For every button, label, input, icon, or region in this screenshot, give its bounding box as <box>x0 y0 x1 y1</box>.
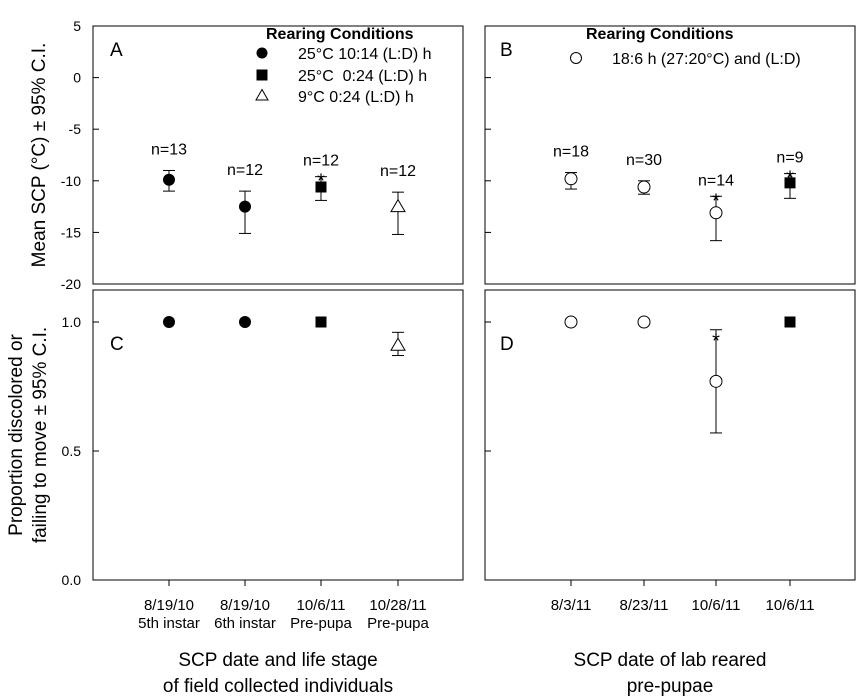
data-point-triangle-open <box>390 337 406 351</box>
x-tick-label-left-date: 10/6/11 <box>297 597 346 614</box>
sample-size-label: n=12 <box>303 153 339 170</box>
sample-size-label: n=13 <box>151 141 187 158</box>
significance-star: * <box>317 317 325 339</box>
legend-left-label-1: 25°C 0:24 (L:D) h <box>298 68 427 85</box>
data-point-square-filled <box>784 177 796 189</box>
data-point-square-filled <box>784 316 796 328</box>
data-point-triangle-open <box>390 198 406 213</box>
significance-star: * <box>712 190 720 212</box>
significance-star: * <box>317 171 325 193</box>
x-tick-label-left-stage: Pre-pupa <box>367 615 429 632</box>
data-point-circle-filled <box>239 316 251 328</box>
significance-star: * <box>786 317 794 339</box>
x-axis-label-right-line2: pre-pupae <box>627 676 714 697</box>
x-tick-label-left-date: 8/19/10 <box>220 597 270 614</box>
legend-left-marker-triangle-open <box>255 88 269 101</box>
y-tick-label-top: -15 <box>61 224 81 240</box>
x-tick-label-left-stage: 5th instar <box>138 615 200 632</box>
data-point-circle-filled <box>163 173 175 186</box>
y-axis-label-top: Mean SCP (°C) ± 95% C.I. <box>29 43 50 268</box>
legend-right-marker-circle-open <box>570 52 582 64</box>
sample-size-label: n=18 <box>553 144 589 161</box>
y-tick-label-bottom: 0.0 <box>62 572 82 588</box>
x-axis-label-right-line1: SCP date of lab reared <box>574 650 767 671</box>
panel-letter-c: C <box>110 334 124 355</box>
significance-star: * <box>786 168 794 190</box>
data-point-square-filled <box>315 316 327 328</box>
x-tick-label-right-date: 10/6/11 <box>766 597 815 614</box>
y-tick-label-top: -5 <box>69 121 82 137</box>
legend-right-title: Rearing Conditions <box>586 26 734 43</box>
panel-a-frame <box>92 25 464 285</box>
data-point-circle-open <box>709 374 723 388</box>
x-tick-label-left-date: 10/28/11 <box>369 597 426 614</box>
y-axis-label-bottom-line1: Proportion discolored or <box>6 333 27 535</box>
legend-left: Rearing Conditions 25°C 10:14 (L:D) h 25… <box>255 26 432 106</box>
panel-letter-b: B <box>500 40 513 61</box>
y-tick-label-top: 0 <box>73 70 81 86</box>
y-tick-label-bottom: 1.0 <box>62 314 82 330</box>
panel-letter-d: D <box>500 334 514 355</box>
panel-b-frame <box>484 25 856 285</box>
significance-star: * <box>712 331 720 353</box>
data-point-circle-open <box>564 315 578 329</box>
y-tick-label-top: 5 <box>73 18 81 34</box>
data-point-circle-filled <box>239 200 251 213</box>
y-tick-label-top: -10 <box>61 173 81 189</box>
legend-right-label-0: 18:6 h (27:20°C) and (L:D) <box>612 51 801 68</box>
legend-left-marker-square-filled <box>256 69 268 81</box>
data-point-square-filled <box>315 181 327 193</box>
data-point-circle-open <box>709 206 723 220</box>
legend-right: Rearing Conditions 18:6 h (27:20°C) and … <box>570 26 801 68</box>
sample-size-label: n=14 <box>698 172 734 189</box>
y-axis-label-bottom-line2: failing to move ± 95% C.I. <box>30 327 51 543</box>
x-tick-label-left-date: 8/19/10 <box>144 597 194 614</box>
sample-size-label: n=30 <box>626 152 662 169</box>
x-tick-label-right-date: 10/6/11 <box>692 597 741 614</box>
y-tick-label-top: -20 <box>61 276 81 292</box>
panel-d-frame <box>484 289 856 581</box>
panel-letter-a: A <box>110 40 123 61</box>
x-tick-label-left-stage: 6th instar <box>214 615 276 632</box>
sample-size-label: n=12 <box>380 163 416 180</box>
y-tick-label-bottom: 0.5 <box>62 443 82 459</box>
sample-size-label: n=12 <box>227 162 263 179</box>
legend-left-title: Rearing Conditions <box>266 26 414 43</box>
legend-left-marker-circle-filled <box>256 47 268 59</box>
panel-c-frame <box>92 289 464 581</box>
x-tick-label-right-date: 8/23/11 <box>620 597 669 614</box>
x-tick-label-right-date: 8/3/11 <box>551 597 592 614</box>
sample-size-label: n=9 <box>776 150 803 167</box>
legend-left-label-0: 25°C 10:14 (L:D) h <box>298 46 432 63</box>
x-axis-label-left-line2: of field collected individuals <box>163 676 393 697</box>
data-point-circle-open <box>637 180 651 194</box>
data-point-circle-open <box>637 315 651 329</box>
x-axis-label-left-line1: SCP date and life stage <box>178 650 377 671</box>
x-tick-label-left-stage: Pre-pupa <box>290 615 352 632</box>
data-point-circle-filled <box>163 316 175 328</box>
legend-left-label-2: 9°C 0:24 (L:D) h <box>298 89 414 106</box>
data-point-circle-open <box>564 172 578 186</box>
